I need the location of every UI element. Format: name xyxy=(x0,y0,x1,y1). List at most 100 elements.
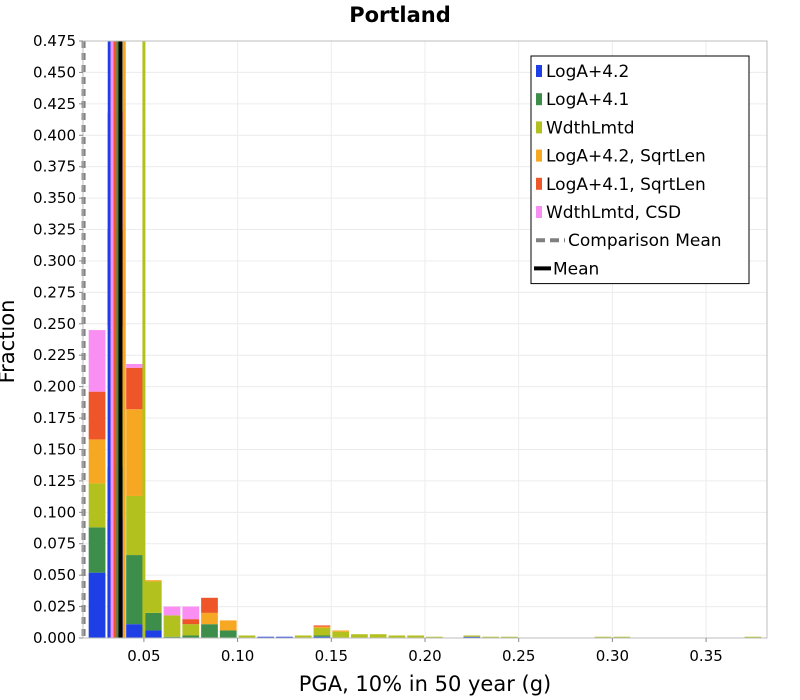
y-tick-label: 0.400 xyxy=(33,126,76,144)
bar-segment xyxy=(463,636,481,638)
y-tick-label: 0.200 xyxy=(33,378,76,396)
bar-segment xyxy=(88,391,106,440)
bar-segment xyxy=(594,636,612,638)
legend-label: WdthLmtd, CSD xyxy=(546,203,681,223)
bar-segment xyxy=(482,636,499,638)
bar-segment xyxy=(126,495,143,556)
legend-label: LogA+4.2 xyxy=(546,62,629,82)
bar-segment xyxy=(88,527,106,573)
bar-segment xyxy=(182,606,200,620)
bar-segment xyxy=(276,636,293,638)
bar-segment xyxy=(88,330,106,392)
y-tick-label: 0.475 xyxy=(33,32,76,50)
legend-swatch xyxy=(536,121,542,134)
y-tick-label: 0.075 xyxy=(33,535,76,553)
bar-segment xyxy=(88,483,106,528)
y-tick-label: 0.325 xyxy=(33,221,76,239)
y-tick-label: 0.150 xyxy=(33,440,76,458)
bar-segment xyxy=(144,580,162,582)
legend-swatch xyxy=(536,93,542,106)
bar-segment xyxy=(219,630,237,638)
bar-segment xyxy=(144,581,162,613)
bar-segment xyxy=(126,364,143,368)
x-axis-ticks: 0.05 0.10 0.15 0.20 0.25 0.30 0.35 xyxy=(127,638,723,665)
legend-swatch xyxy=(536,177,542,190)
bar-segment xyxy=(426,636,443,638)
x-tick-label: 0.15 xyxy=(315,647,348,665)
y-tick-label: 0.350 xyxy=(33,189,76,207)
y-tick-label: 0.125 xyxy=(33,472,76,490)
legend-label: LogA+4.1 xyxy=(546,90,629,110)
bar-segment xyxy=(201,597,218,613)
bar-segment xyxy=(388,635,406,638)
legend-label: WdthLmtd xyxy=(546,118,635,138)
x-tick-label: 0.20 xyxy=(408,647,441,665)
y-axis-ticks: 0.000 0.025 0.050 0.075 0.100 0.125 0.150 0.175… xyxy=(33,32,83,647)
legend-box xyxy=(530,55,750,285)
bar-segment xyxy=(238,635,256,638)
bar-segment xyxy=(313,636,331,638)
bar-segment xyxy=(144,630,162,638)
bar-segment xyxy=(88,572,106,638)
bar-segment xyxy=(163,636,181,638)
y-tick-label: 0.025 xyxy=(33,598,76,616)
bar-segment xyxy=(313,625,331,627)
bar-segment xyxy=(126,367,143,410)
y-tick-label: 0.275 xyxy=(33,283,76,301)
bar-segment xyxy=(163,606,181,616)
chart-title: Portland xyxy=(349,3,451,27)
bar-segment xyxy=(332,630,350,632)
legend-label: Comparison Mean xyxy=(568,231,722,251)
y-tick-label: 0.050 xyxy=(33,566,76,584)
y-tick-label: 0.425 xyxy=(33,95,76,113)
bar-segment xyxy=(313,627,331,636)
legend-label: LogA+4.1, SqrtLen xyxy=(546,175,706,195)
bar-segment xyxy=(201,624,218,638)
bar-segment xyxy=(219,620,237,631)
bar-segment xyxy=(163,615,181,637)
bar-segment xyxy=(313,626,331,628)
mean-lines xyxy=(81,41,146,638)
y-axis-label: Fraction xyxy=(0,300,19,384)
x-tick-label: 0.10 xyxy=(221,647,254,665)
y-tick-label: 0.250 xyxy=(33,315,76,333)
bar-segment xyxy=(463,635,481,637)
bar-segment xyxy=(182,624,200,636)
y-tick-label: 0.450 xyxy=(33,63,76,81)
legend-label: Mean xyxy=(553,259,599,279)
bar-segment xyxy=(126,409,143,496)
y-tick-label: 0.000 xyxy=(33,629,76,647)
bar-segment xyxy=(351,634,368,638)
bar-segment xyxy=(201,612,218,625)
bar-segment xyxy=(407,635,424,638)
bar-segment xyxy=(313,635,331,637)
x-tick-label: 0.35 xyxy=(689,647,722,665)
bar-segment xyxy=(613,636,631,638)
bar-segment xyxy=(88,439,106,484)
legend-swatch xyxy=(536,65,542,77)
legend-label: LogA+4.2, SqrtLen xyxy=(546,147,706,167)
bar-segment xyxy=(500,636,518,638)
legend-swatch xyxy=(536,206,542,218)
bar-segment xyxy=(294,635,312,638)
bar-segment xyxy=(257,636,275,638)
y-tick-label: 0.375 xyxy=(33,158,76,176)
y-tick-label: 0.300 xyxy=(33,252,76,270)
bar-segment xyxy=(369,634,387,638)
bar-segment xyxy=(144,612,162,631)
bar-segment xyxy=(182,619,200,625)
x-axis-label: PGA, 10% in 50 year (g) xyxy=(299,672,551,696)
y-tick-label: 0.100 xyxy=(33,503,76,521)
bar-segment xyxy=(744,636,762,638)
legend: LogA+4.2 LogA+4.1 WdthLmtd LogA+4.2, SqrtLe… xyxy=(530,55,750,285)
x-tick-label: 0.05 xyxy=(127,647,160,665)
bar-segment xyxy=(126,624,143,638)
bar-segment xyxy=(126,555,143,625)
bar-segment xyxy=(182,635,200,638)
x-tick-label: 0.25 xyxy=(502,647,535,665)
y-tick-label: 0.225 xyxy=(33,346,76,364)
y-tick-label: 0.175 xyxy=(33,409,76,427)
legend-swatch xyxy=(536,149,542,162)
bar-segment xyxy=(332,631,350,638)
